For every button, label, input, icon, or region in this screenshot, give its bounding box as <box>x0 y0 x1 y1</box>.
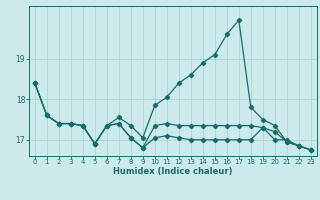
X-axis label: Humidex (Indice chaleur): Humidex (Indice chaleur) <box>113 167 233 176</box>
